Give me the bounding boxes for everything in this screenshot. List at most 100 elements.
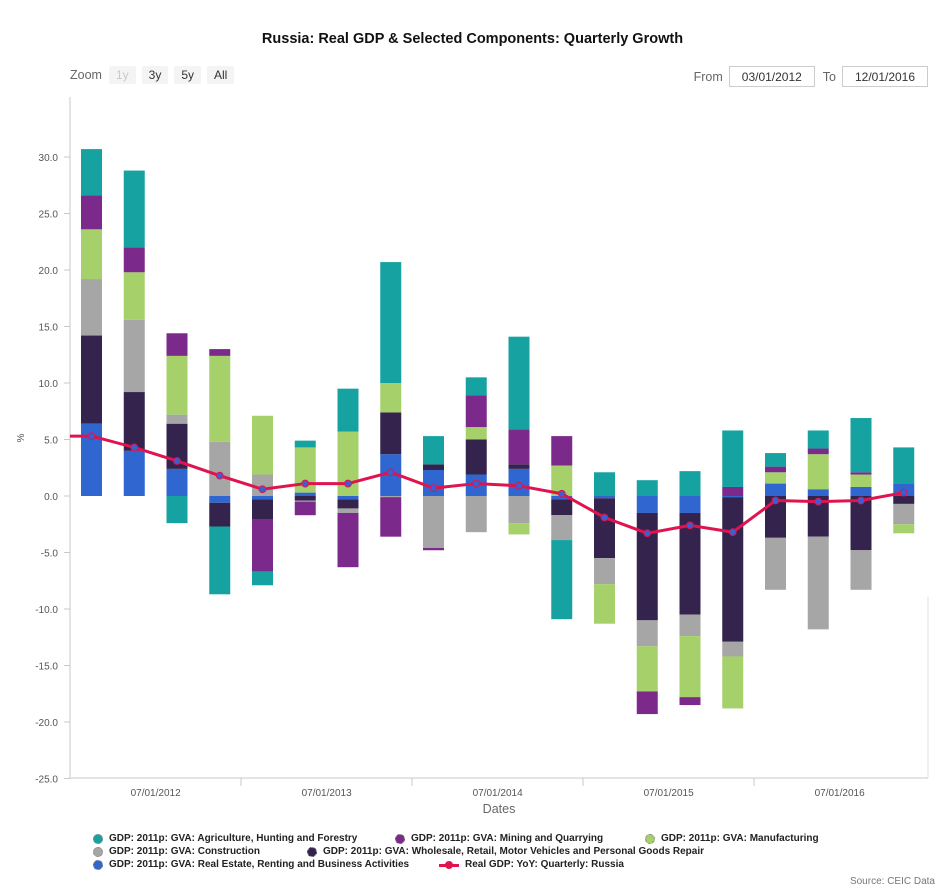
bar-mining-2 xyxy=(166,333,188,356)
gdp-point-10 xyxy=(515,481,523,490)
bar-manufacturing-11 xyxy=(551,465,573,496)
bar-realestate-4 xyxy=(252,496,273,500)
bar-construction-19 xyxy=(893,503,915,525)
bar-agriculture-18 xyxy=(850,418,872,473)
legend-item-wholesale[interactable]: GDP: 2011p: GVA: Wholesale, Retail, Moto… xyxy=(307,846,704,857)
bar-agriculture-14 xyxy=(679,471,701,496)
legend-item-gdp[interactable]: Real GDP: YoY: Quarterly: Russia xyxy=(439,859,624,870)
y-tick-label: -10.0 xyxy=(35,605,58,616)
legend-item-construction[interactable]: GDP: 2011p: GVA: Construction xyxy=(93,846,260,857)
bar-wholesale-1 xyxy=(123,392,145,451)
legend-swatch-construction xyxy=(93,846,103,857)
legend-item-agriculture[interactable]: GDP: 2011p: GVA: Agriculture, Hunting an… xyxy=(93,833,357,844)
y-tick-label: -5.0 xyxy=(41,549,59,560)
bar-manufacturing-10 xyxy=(508,523,530,535)
bar-construction-10 xyxy=(508,496,530,524)
legend-label-realestate: GDP: 2011p: GVA: Real Estate, Renting an… xyxy=(109,859,410,870)
legend-label-mining: GDP: 2011p: GVA: Mining and Quarrying xyxy=(411,833,604,844)
bar-realestate-0 xyxy=(81,423,102,496)
bar-wholesale-14 xyxy=(679,512,701,615)
bar-realestate-16 xyxy=(765,483,786,496)
bar-construction-7 xyxy=(380,496,402,498)
bar-wholesale-11 xyxy=(551,499,573,516)
zoom-1y-button[interactable]: 1y xyxy=(108,66,136,84)
bar-mining-4 xyxy=(252,519,273,572)
bar-manufacturing-12 xyxy=(594,584,615,624)
bar-construction-17 xyxy=(807,536,829,630)
bar-construction-11 xyxy=(551,515,573,541)
from-date-input[interactable] xyxy=(728,66,815,87)
y-tick-label: 0.0 xyxy=(44,492,58,503)
bar-agriculture-7 xyxy=(380,262,402,383)
x-tick-label: 07/01/2016 xyxy=(815,788,865,799)
bar-mining-3 xyxy=(209,349,231,356)
chart-bars xyxy=(81,149,915,715)
legend-swatch-gdp xyxy=(439,860,459,870)
bar-realestate-6 xyxy=(337,496,359,500)
legend-item-mining[interactable]: GDP: 2011p: GVA: Mining and Quarrying xyxy=(395,833,603,844)
legend-label-construction: GDP: 2011p: GVA: Construction xyxy=(109,846,260,857)
y-tick-label: -20.0 xyxy=(35,718,58,729)
bar-mining-15 xyxy=(722,486,744,496)
bar-realestate-1 xyxy=(123,450,145,496)
gdp-point-19 xyxy=(899,488,908,497)
bar-manufacturing-9 xyxy=(465,427,487,440)
gdp-point-5 xyxy=(301,479,310,488)
bar-wholesale-8 xyxy=(423,464,444,471)
x-tick-label: 07/01/2014 xyxy=(473,788,523,799)
y-tick-label: 20.0 xyxy=(39,266,59,277)
bar-construction-2 xyxy=(166,414,188,424)
bar-manufacturing-17 xyxy=(807,454,829,490)
bar-construction-4 xyxy=(252,474,273,496)
legend-swatch-manufacturing xyxy=(645,833,655,844)
bar-wholesale-6 xyxy=(337,499,359,509)
bar-construction-5 xyxy=(294,500,316,502)
from-label: From xyxy=(693,69,723,84)
bar-agriculture-15 xyxy=(722,430,744,487)
chart-axes: 30.0 25.0 20.0 15.0 10.0 5.0 0.0 -5.0 -10.0 -15.0… xyxy=(16,97,929,816)
bar-manufacturing-3 xyxy=(209,355,231,442)
gdp-point-6 xyxy=(344,479,352,488)
bar-wholesale-16 xyxy=(765,496,786,538)
zoom-5y-button[interactable]: 5y xyxy=(174,66,202,84)
bar-construction-8 xyxy=(423,496,444,548)
bar-agriculture-2 xyxy=(166,496,188,524)
y-tick-label: 15.0 xyxy=(39,323,59,334)
bar-mining-10 xyxy=(508,429,530,465)
bar-agriculture-1 xyxy=(123,170,145,248)
bar-realestate-8 xyxy=(423,470,444,496)
gdp-point-2 xyxy=(173,457,181,465)
gdp-point-18 xyxy=(857,496,865,505)
x-tick-label: 07/01/2015 xyxy=(644,788,694,799)
x-tick-label: 07/01/2012 xyxy=(131,788,181,799)
bar-agriculture-0 xyxy=(81,149,102,196)
bar-agriculture-9 xyxy=(465,377,487,396)
gdp-point-4 xyxy=(258,485,267,494)
bar-construction-0 xyxy=(81,279,102,336)
bar-realestate-12 xyxy=(594,496,615,499)
bar-mining-14 xyxy=(679,697,701,706)
bar-wholesale-12 xyxy=(594,498,615,559)
legend-swatch-realestate xyxy=(93,859,103,870)
zoom-all-button[interactable]: All xyxy=(207,66,235,84)
bar-mining-18 xyxy=(850,472,872,475)
legend-item-manufacturing[interactable]: GDP: 2011p: GVA: Manufacturing xyxy=(645,833,819,844)
bar-agriculture-6 xyxy=(337,388,359,432)
bar-realestate-14 xyxy=(679,496,701,513)
gdp-point-1 xyxy=(130,443,139,452)
gdp-point-7 xyxy=(386,468,395,477)
bar-manufacturing-7 xyxy=(380,383,402,413)
legend-item-realestate[interactable]: GDP: 2011p: GVA: Real Estate, Renting an… xyxy=(93,859,409,870)
bar-agriculture-16 xyxy=(765,453,786,467)
bar-realestate-2 xyxy=(166,468,188,496)
bar-agriculture-19 xyxy=(893,447,915,484)
bar-wholesale-2 xyxy=(166,423,188,469)
bar-realestate-11 xyxy=(551,496,573,500)
to-date-input[interactable] xyxy=(842,66,928,87)
legend-label-agriculture: GDP: 2011p: GVA: Agriculture, Hunting an… xyxy=(109,833,358,844)
bar-manufacturing-1 xyxy=(123,272,145,320)
zoom-3y-button[interactable]: 3y xyxy=(141,66,169,84)
bar-mining-5 xyxy=(294,501,316,516)
bar-manufacturing-14 xyxy=(679,636,701,698)
